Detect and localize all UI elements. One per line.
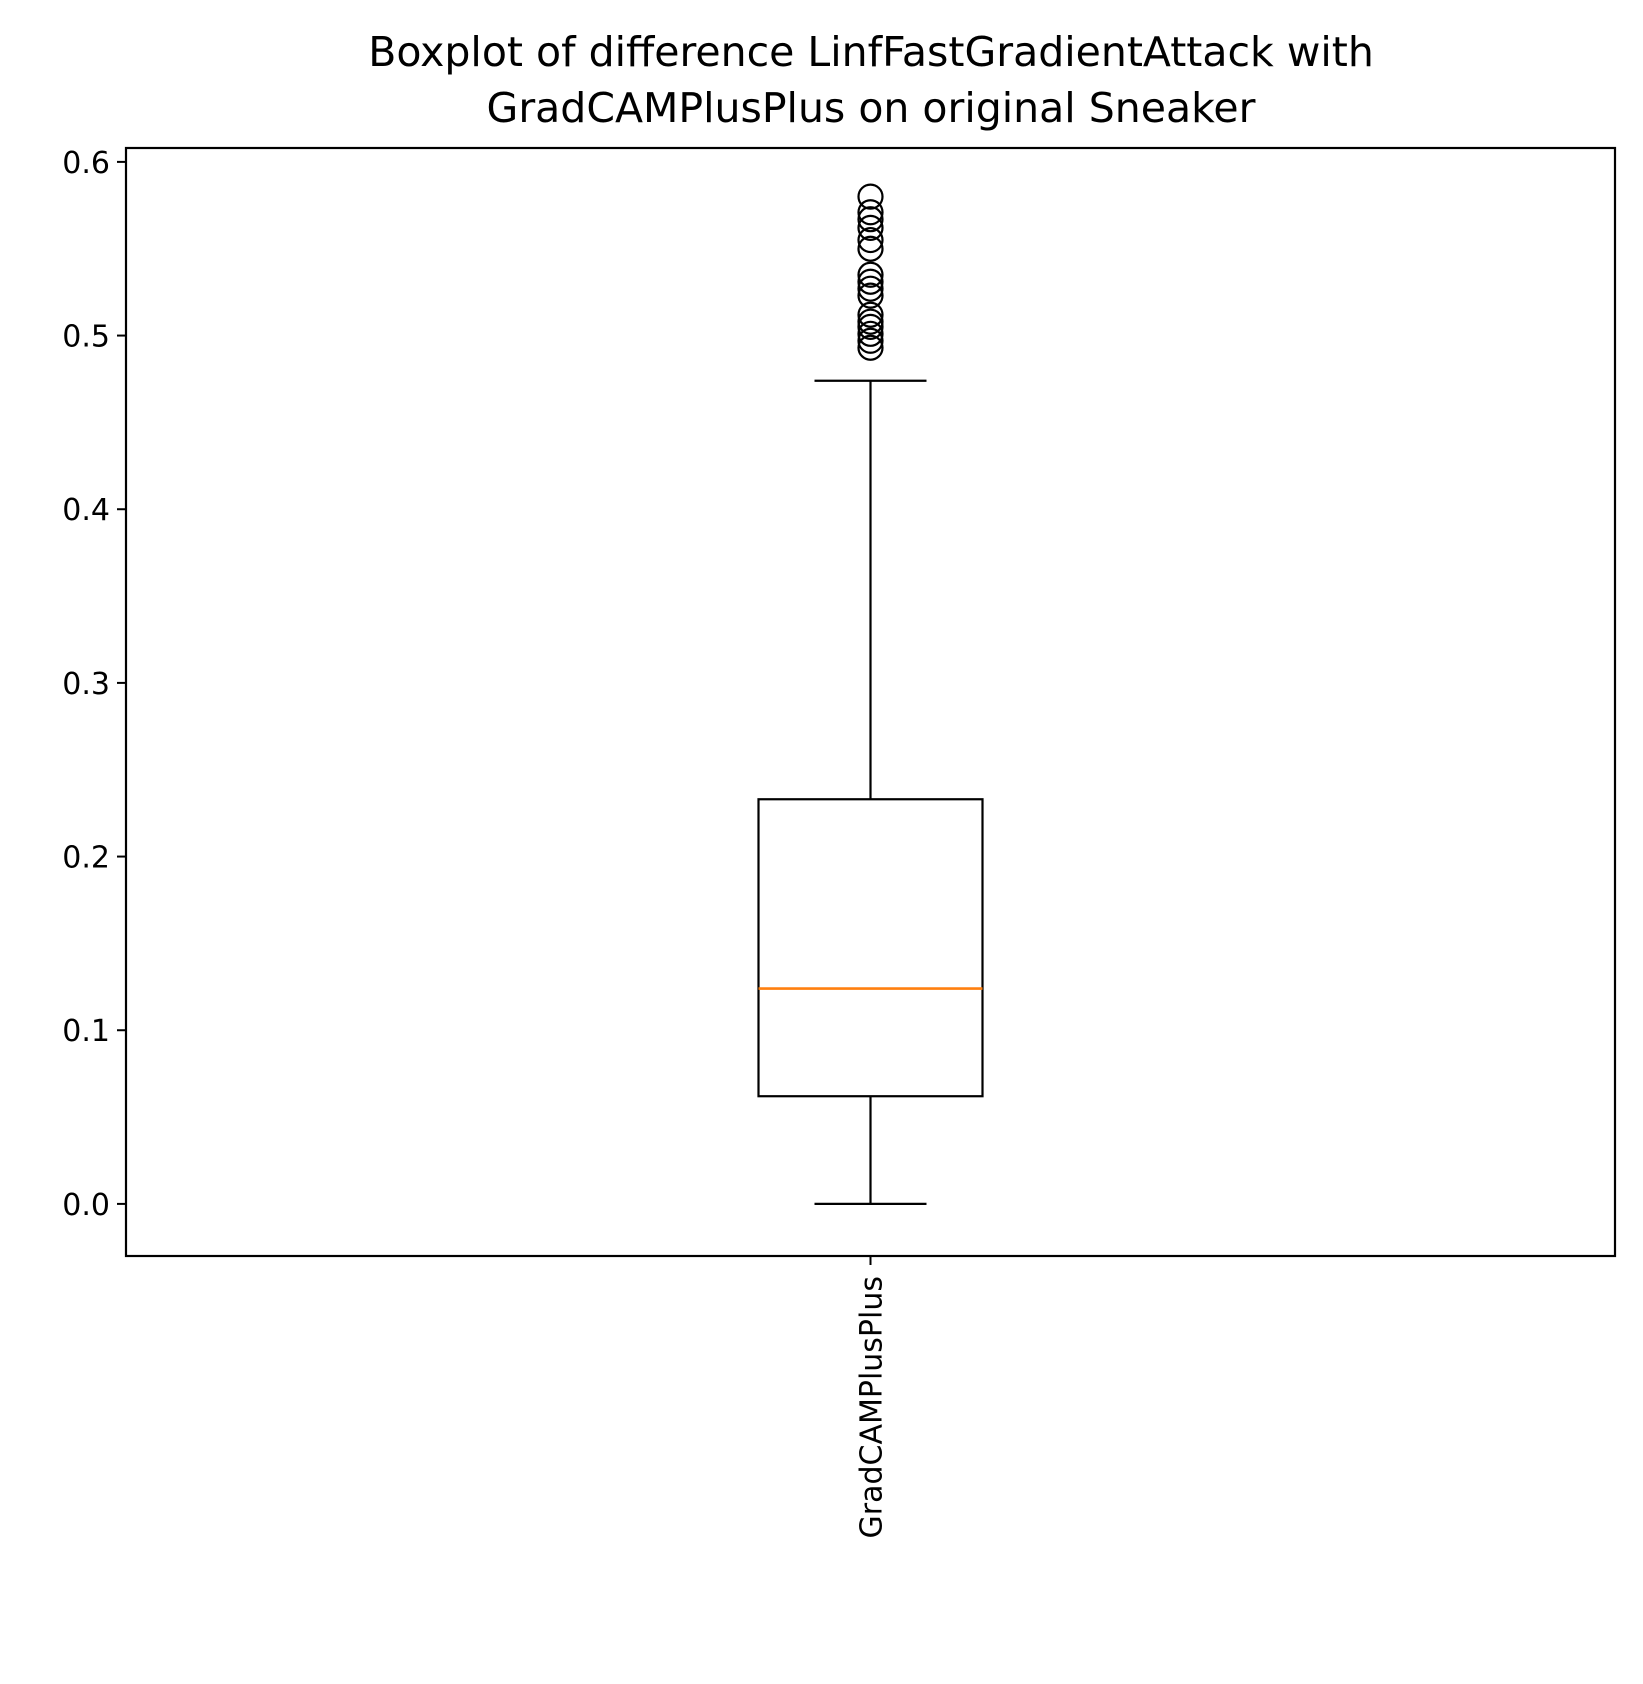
outlier-point bbox=[857, 206, 884, 233]
outlier-point bbox=[857, 334, 884, 361]
x-axis: GradCAMPlusPlus bbox=[855, 1256, 890, 1539]
outlier-point bbox=[857, 226, 884, 254]
chart-title-line-2: GradCAMPlusPlus on original Sneaker bbox=[487, 84, 1256, 132]
iqr-box bbox=[757, 798, 984, 1098]
outlier-point bbox=[857, 214, 884, 241]
y-tick-label: 0.2 bbox=[62, 841, 110, 876]
y-tick-label: 0.6 bbox=[62, 146, 110, 181]
outlier-point bbox=[857, 308, 884, 335]
chart-title-line-1: Boxplot of difference LinfFastGradientAt… bbox=[368, 28, 1374, 76]
y-tick-label: 0.1 bbox=[62, 1014, 110, 1049]
outlier-point bbox=[857, 235, 884, 262]
outlier-point bbox=[857, 301, 884, 328]
y-axis: 0.0 0.1 0.2 0.3 0.4 0.5 0.6 bbox=[62, 146, 126, 1223]
outlier-point bbox=[857, 282, 884, 309]
outlier-point bbox=[857, 261, 884, 288]
outlier-point bbox=[857, 268, 884, 295]
y-tick-label: 0.4 bbox=[62, 493, 110, 528]
outlier-point bbox=[857, 183, 884, 210]
y-tick-label: 0.3 bbox=[62, 667, 110, 702]
outlier-point bbox=[857, 199, 884, 226]
plot-area bbox=[757, 183, 984, 1205]
y-tick-label: 0.0 bbox=[62, 1188, 110, 1223]
outlier-point bbox=[857, 327, 884, 354]
outlier-point bbox=[857, 275, 884, 302]
plot-frame bbox=[124, 146, 1617, 1258]
outlier-point bbox=[857, 320, 884, 347]
x-tick-label: GradCAMPlusPlus bbox=[855, 1276, 890, 1539]
y-tick-label: 0.5 bbox=[62, 320, 110, 355]
